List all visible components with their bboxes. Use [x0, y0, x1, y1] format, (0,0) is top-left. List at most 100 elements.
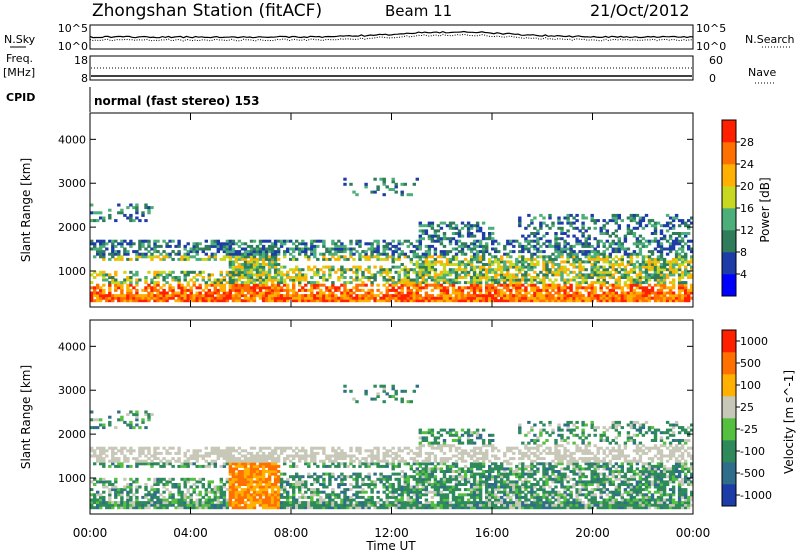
heatmap-cell — [322, 462, 326, 466]
heatmap-cell — [258, 464, 263, 468]
heatmap-cell — [497, 257, 501, 261]
heatmap-cell — [373, 278, 377, 282]
heatmap-cell — [117, 250, 121, 254]
nave-tick-bottom: 0 — [709, 72, 716, 85]
heatmap-cell — [521, 263, 525, 266]
heatmap-cell — [147, 493, 151, 497]
heatmap-cell — [313, 294, 317, 298]
heatmap-cell — [593, 294, 597, 298]
heatmap-cell — [379, 459, 383, 463]
heatmap-cell — [358, 288, 362, 292]
heatmap-cell — [240, 291, 245, 295]
heatmap-cell — [391, 395, 395, 398]
heatmap-cell — [231, 268, 236, 272]
heatmap-cell — [581, 252, 585, 256]
heatmap-cell — [90, 449, 94, 453]
heatmap-cell — [611, 242, 615, 246]
heatmap-cell — [150, 286, 154, 290]
heatmap-cell — [114, 252, 118, 256]
heatmap-cell — [430, 278, 435, 282]
heatmap-cell — [343, 281, 347, 285]
heatmap-cell — [485, 288, 489, 292]
heatmap-cell — [605, 229, 609, 233]
heatmap-cell — [117, 418, 121, 422]
heatmap-cell — [225, 446, 230, 450]
heatmap-cell — [228, 464, 233, 468]
heatmap-cell — [111, 281, 115, 285]
heatmap-cell — [430, 288, 435, 292]
heatmap-cell — [174, 501, 178, 505]
heatmap-cell — [295, 291, 299, 295]
heatmap-cell — [292, 299, 296, 303]
heatmap-cell — [304, 501, 308, 505]
heatmap-cell — [334, 464, 338, 468]
heatmap-cell — [304, 273, 308, 277]
heatmap-cell — [267, 288, 272, 292]
heatmap-cell — [195, 252, 199, 256]
heatmap-cell — [551, 286, 555, 290]
heatmap-cell — [491, 232, 495, 235]
heatmap-cell — [213, 283, 217, 287]
heatmap-cell — [156, 294, 160, 298]
heatmap-cell — [313, 457, 317, 461]
heatmap-cell — [147, 250, 151, 254]
heatmap-cell — [509, 263, 513, 266]
heatmap-cell — [632, 291, 637, 295]
heatmap-cell — [243, 467, 248, 471]
heatmap-cell — [180, 503, 184, 507]
heatmap-cell — [566, 294, 570, 298]
heatmap-cell — [521, 250, 525, 254]
heatmap-cell — [96, 296, 100, 300]
heatmap-cell — [626, 278, 631, 282]
heatmap-cell — [554, 234, 558, 238]
heatmap-cell — [156, 288, 160, 292]
heatmap-cell — [147, 294, 151, 298]
heatmap-cell — [355, 193, 359, 197]
heatmap-cell — [349, 299, 353, 303]
heatmap-cell — [240, 490, 245, 494]
heatmap-cell — [400, 281, 404, 285]
heatmap-cell — [216, 283, 220, 287]
heatmap-cell — [581, 276, 585, 279]
heatmap-cell — [249, 265, 254, 269]
heatmap-cell — [605, 221, 609, 225]
heatmap-cell — [439, 260, 444, 264]
heatmap-cell — [472, 268, 477, 272]
heatmap-cell — [319, 498, 323, 502]
heatmap-cell — [279, 506, 284, 510]
heatmap-cell — [373, 483, 377, 486]
heatmap-cell — [295, 268, 299, 272]
heatmap-cell — [641, 291, 646, 295]
heatmap-cell — [301, 242, 305, 246]
heatmap-cell — [668, 244, 673, 248]
heatmap-cell — [668, 242, 673, 246]
heatmap-cell — [150, 281, 154, 285]
heatmap-cell — [650, 263, 655, 266]
heatmap-cell — [412, 250, 416, 254]
heatmap-cell — [276, 485, 281, 489]
heatmap-cell — [644, 273, 649, 277]
heatmap-cell — [376, 446, 380, 450]
heatmap-cell — [415, 273, 419, 277]
heatmap-cell — [590, 296, 594, 300]
heatmap-cell — [240, 252, 245, 256]
heatmap-cell — [659, 268, 664, 272]
heatmap-cell — [656, 265, 661, 269]
heatmap-cell — [231, 449, 236, 453]
heatmap-cell — [551, 265, 555, 269]
heatmap-cell — [355, 503, 359, 507]
heatmap-cell — [632, 283, 637, 287]
heatmap-cell — [216, 299, 220, 303]
heatmap-cell — [400, 252, 404, 256]
heatmap-cell — [222, 286, 227, 290]
heatmap-cell — [590, 291, 594, 295]
heatmap-cell — [391, 278, 395, 282]
heatmap-cell — [243, 459, 248, 463]
heatmap-cell — [204, 291, 208, 295]
heatmap-cell — [325, 296, 329, 300]
heatmap-cell — [331, 446, 335, 450]
heatmap-cell — [503, 283, 507, 287]
heatmap-cell — [298, 457, 302, 461]
heatmap-cell — [445, 263, 450, 266]
heatmap-cell — [201, 278, 205, 282]
